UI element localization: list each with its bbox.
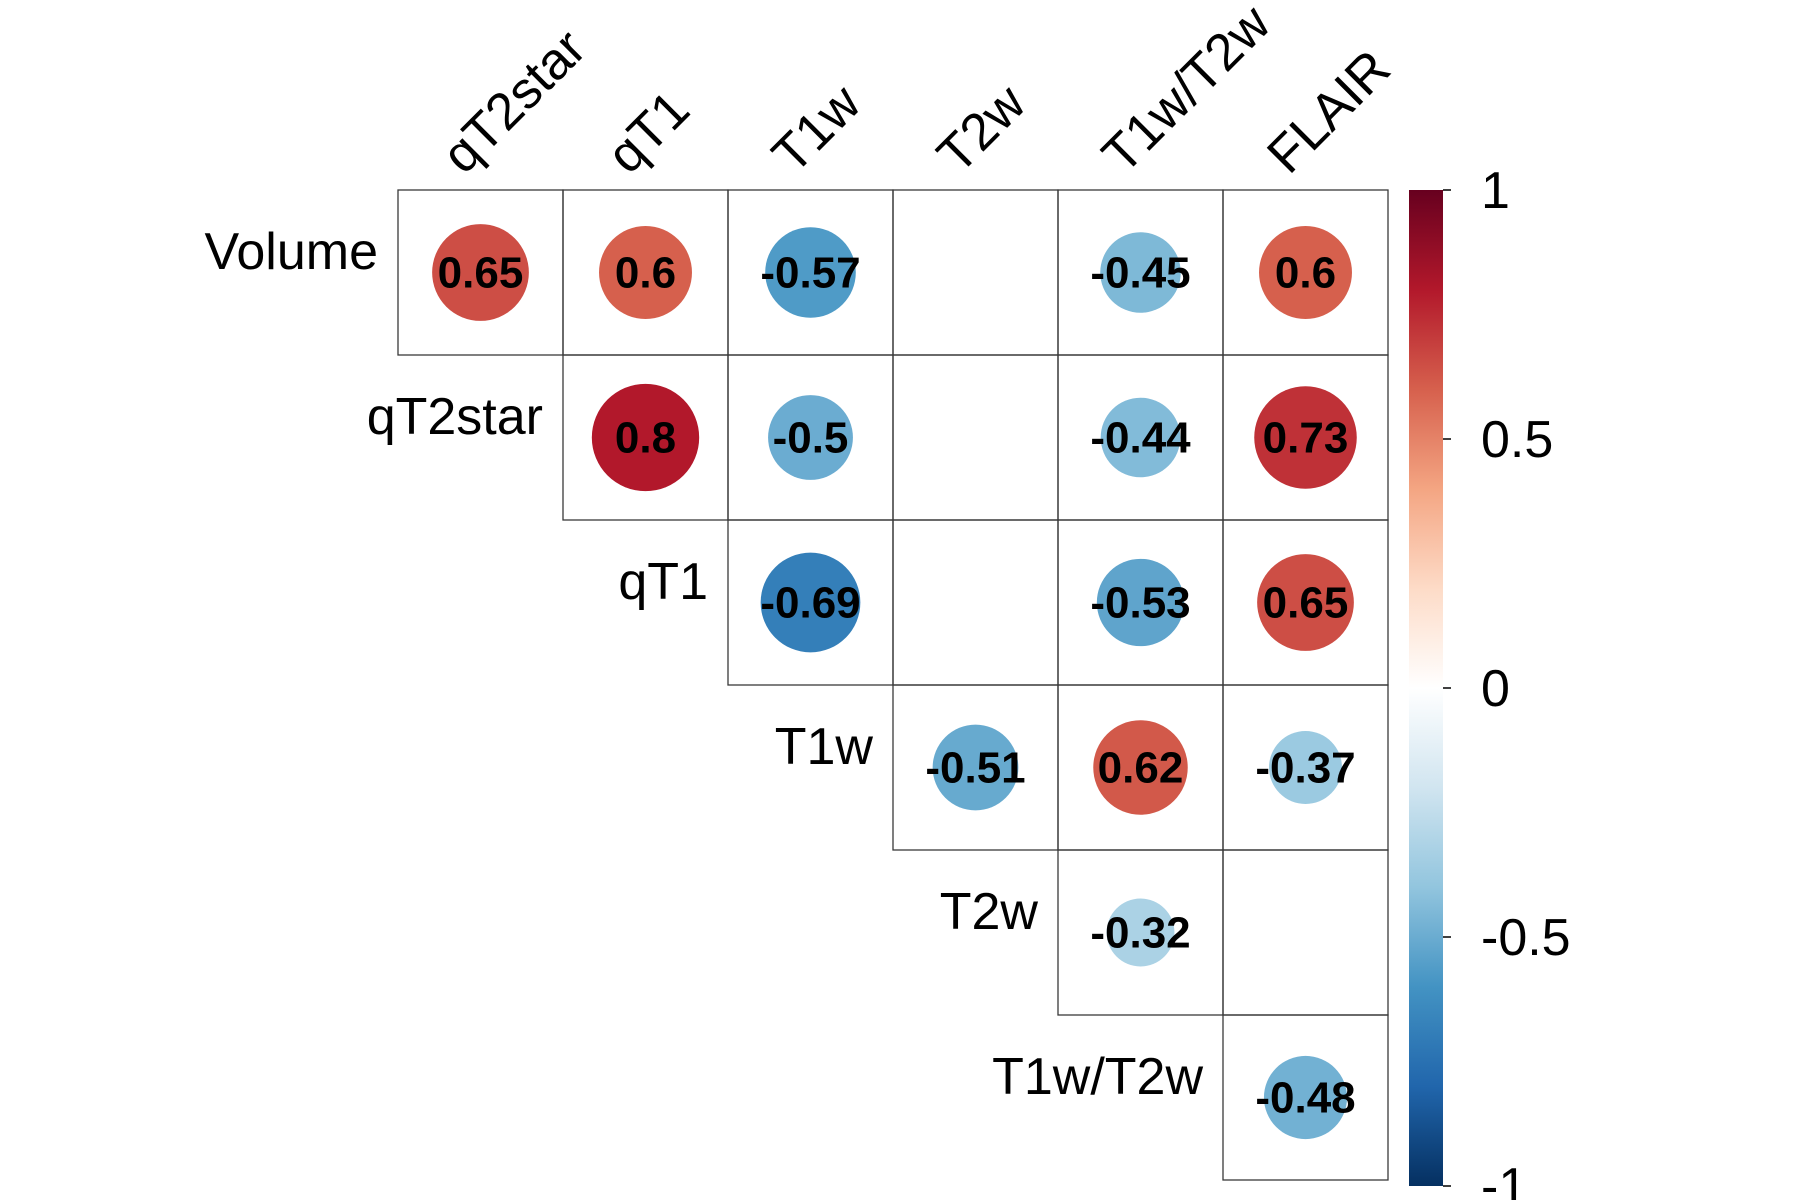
cell-t2w-t1w-t2w-circle [1106, 898, 1175, 967]
cell-t1w-flair-circle [1269, 731, 1342, 804]
cell-qt2star-t1w-value-label: -0.5 [773, 414, 849, 463]
colorbar-tick-label: 0 [1481, 660, 1510, 718]
cell-t2w-t1w-t2w-value-label: -0.32 [1090, 909, 1190, 958]
cell-t1w-t2w-flair-value-label: -0.48 [1255, 1074, 1355, 1123]
colorbar-tick-label: 0.5 [1481, 411, 1553, 469]
col-label-t2w: T2w [926, 74, 1037, 185]
cell-volume-qt2star-circle [432, 224, 529, 321]
cell-qt2star-flair-circle [1254, 386, 1357, 489]
cell-volume-t1w-t2w-value-label: -0.45 [1090, 249, 1190, 298]
colorbar-tick-label: -0.5 [1481, 909, 1571, 967]
row-label-volume: Volume [205, 223, 378, 281]
cell-qt1-t1w-value-label: -0.69 [760, 579, 860, 628]
cell-qt1-flair-value-label: 0.65 [1263, 579, 1349, 628]
col-label-flair: FLAIR [1256, 39, 1401, 184]
cell-volume-t1w-circle [765, 227, 856, 318]
cell-qt2star-t1w-t2w-value-label: -0.44 [1090, 414, 1191, 463]
cell-qt1-t1w-t2w-value-label: -0.53 [1090, 579, 1190, 628]
col-label-qt2star: qT2star [431, 19, 597, 185]
colorbar-gradient [1409, 190, 1443, 1186]
cell-t1w-t2w-flair-border [1222, 1014, 1389, 1181]
row-label-qt2star: qT2star [367, 388, 543, 446]
colorbar-ticks: 1 0.5 0 -0.5 -1 [1443, 162, 1571, 1200]
cell-t1w-t1w-t2w-value-label: 0.62 [1098, 744, 1184, 793]
colorbar: 1 0.5 0 -0.5 -1 [1409, 162, 1571, 1200]
row-label-t1w: T1w [775, 718, 874, 776]
cell-volume-qt1-value-label: 0.6 [615, 249, 676, 298]
cell-qt2star-flair-value-label: 0.73 [1263, 414, 1349, 463]
cell-qt1-t1w-circle [760, 552, 861, 653]
cell-volume-t1w-t2w-circle [1100, 232, 1181, 313]
col-label-t1w-t2w: T1w/T2w [1091, 0, 1281, 184]
cell-volume-t2w-border [892, 189, 1059, 356]
row-labels: Volume qT2star qT1 T1w T2w T1w/T2w [205, 223, 1204, 1106]
cell-volume-qt2star-value-label: 0.65 [438, 249, 524, 298]
row-label-qt1: qT1 [618, 553, 708, 611]
cell-volume-qt1-circle [599, 226, 692, 319]
cell-qt2star-t2w-border [892, 354, 1059, 521]
cell-qt1-t2w-border [892, 519, 1059, 686]
colorbar-tick-label: -1 [1481, 1158, 1527, 1200]
cell-volume-flair-value-label: 0.6 [1275, 249, 1336, 298]
colorbar-tick-label: 1 [1481, 162, 1510, 220]
cell-qt2star-qt1-value-label: 0.8 [615, 414, 676, 463]
cells-layer: 0.65 0.6 -0.57 -0.45 0.6 0.8 -0.5 -0.44 0.73 -0.6… [397, 189, 1389, 1181]
cell-t2w-flair-border [1222, 849, 1389, 1016]
cell-volume-flair-circle [1259, 226, 1352, 319]
cell-t1w-t2w-value-label: -0.51 [925, 744, 1025, 793]
col-label-t1w: T1w [761, 74, 872, 185]
row-label-t2w: T2w [940, 883, 1039, 941]
cell-qt2star-qt1-circle [591, 383, 700, 492]
cell-t1w-flair-value-label: -0.37 [1255, 744, 1355, 793]
col-label-qt1: qT1 [596, 80, 700, 184]
cell-t1w-t1w-t2w-circle [1093, 720, 1188, 815]
cell-qt2star-t1w-circle [768, 395, 853, 480]
cell-qt2star-t1w-t2w-circle [1100, 397, 1181, 478]
cell-qt1-t1w-t2w-circle [1096, 558, 1185, 647]
cell-volume-t1w-value-label: -0.57 [760, 249, 860, 298]
cell-t1w-t2w-circle [932, 724, 1019, 811]
cell-t1w-t2w-flair-circle [1263, 1055, 1348, 1140]
cell-qt1-flair-circle [1257, 554, 1354, 651]
row-label-t1w-t2w: T1w/T2w [992, 1048, 1203, 1106]
